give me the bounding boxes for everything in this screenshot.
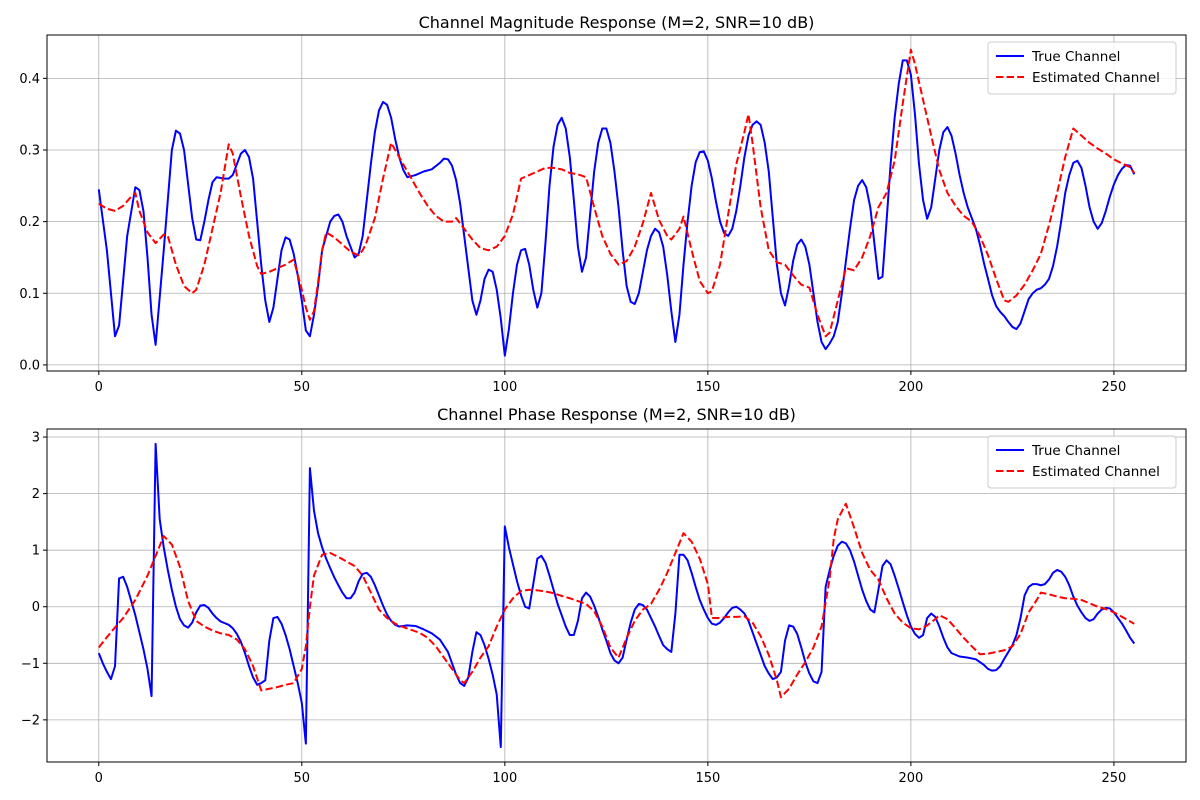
phase-xtick-label-4: 200 (898, 771, 923, 786)
phase-xtick-label-2: 100 (492, 771, 517, 786)
phase-legend-label-1: Estimated Channel (1032, 464, 1160, 480)
magnitude-xtick-label-5: 250 (1102, 380, 1127, 395)
magnitude-xtick-label-1: 50 (294, 380, 311, 395)
magnitude-ytick-label-2: 0.2 (19, 215, 40, 230)
magnitude-ytick-label-1: 0.1 (19, 287, 40, 302)
magnitude-ytick-label-4: 0.4 (19, 72, 40, 87)
phase-series-true-channel-line (97, 442, 1136, 749)
phase-xtick-label-5: 250 (1102, 771, 1127, 786)
phase-ytick-label-0: −2 (21, 713, 40, 728)
phase-xtick-label-3: 150 (695, 771, 720, 786)
magnitude-ytick-label-0: 0.0 (19, 358, 40, 373)
magnitude-axes-frame (46, 34, 1187, 372)
phase-ytick-label-5: 3 (32, 431, 40, 446)
phase-legend-box (987, 435, 1177, 489)
magnitude-chart-title: Channel Magnitude Response (M=2, SNR=10 … (419, 13, 815, 32)
phase-ytick-label-3: 1 (32, 544, 40, 559)
magnitude-legend: True Channel Estimated Channel (987, 41, 1177, 95)
magnitude-xtick-label-3: 150 (695, 380, 720, 395)
magnitude-legend-label-0: True Channel (1031, 49, 1120, 65)
phase-legend: True Channel Estimated Channel (987, 435, 1177, 489)
magnitude-series-estimated-channel-line (98, 48, 1136, 338)
magnitude-legend-label-1: Estimated Channel (1032, 70, 1160, 86)
phase-series-estimated-channel-line (97, 502, 1135, 699)
phase-ytick-label-2: 0 (32, 600, 40, 615)
magnitude-xtick-label-4: 200 (898, 380, 923, 395)
phase-ytick-label-4: 2 (32, 487, 40, 502)
phase-ytick-label-1: −1 (21, 657, 40, 672)
phase-chart-title: Channel Phase Response (M=2, SNR=10 dB) (437, 405, 796, 424)
magnitude-chart-panel: 0 50 100 150 200 250 0.0 0.1 0.2 0.3 0.4 Channel Ma… (19, 13, 1187, 395)
phase-xtick-label-0: 0 (95, 771, 103, 786)
phase-xtick-label-1: 50 (294, 771, 311, 786)
magnitude-xtick-label-2: 100 (492, 380, 517, 395)
phase-axes-frame (46, 428, 1187, 763)
magnitude-xtick-label-0: 0 (95, 380, 103, 395)
magnitude-ytick-label-3: 0.3 (19, 143, 40, 158)
phase-chart-panel: 0 50 100 150 200 250 −2 −1 0 1 2 3 Channel Phase Res… (21, 405, 1187, 786)
phase-legend-label-0: True Channel (1031, 443, 1120, 459)
magnitude-series-true-channel-line (97, 59, 1136, 357)
magnitude-legend-box (987, 41, 1177, 95)
